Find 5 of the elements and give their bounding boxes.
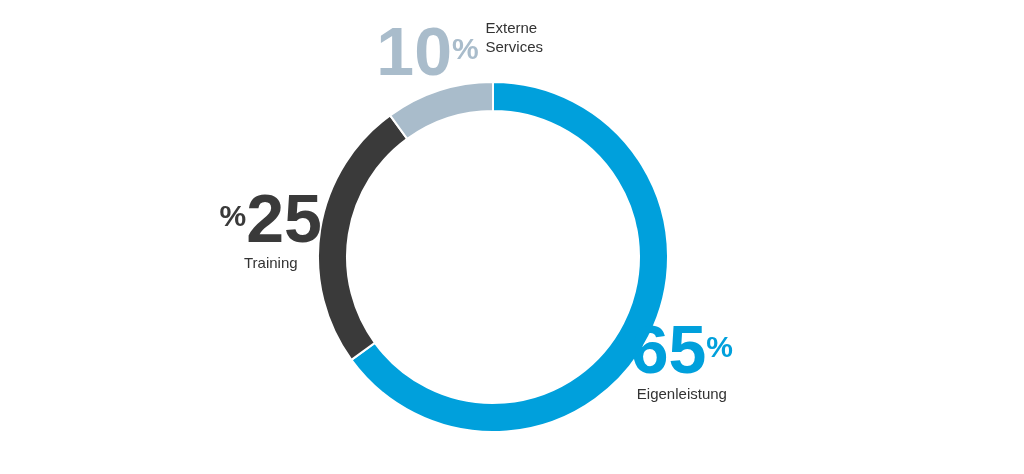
slice-label: Externe Services [485, 19, 544, 56]
data-label: $^{%}$25 [219, 179, 322, 256]
data-label: 10$^{%}$ [376, 13, 479, 90]
slice-label: Eigenleistung [636, 385, 727, 403]
slice-label: Training [243, 253, 298, 271]
